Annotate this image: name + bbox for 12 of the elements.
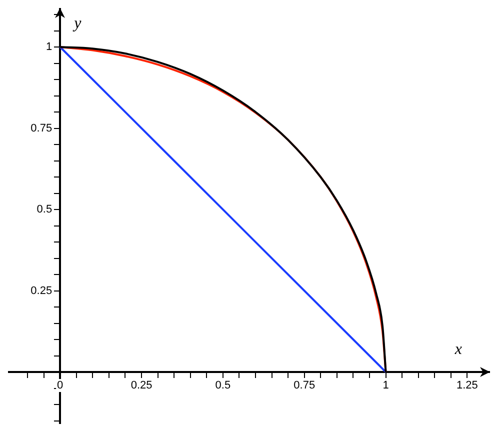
x-tick-label: 1 [382,380,389,392]
y-tick-label: 0.75 [30,122,52,134]
x-tick-label: 0.25 [130,380,152,392]
y-tick-label: 0.5 [36,204,52,216]
y-tick-label: 1 [46,41,52,54]
x-tick-label: 0.5 [215,380,231,392]
y-tick-label: 0.25 [30,284,52,297]
x-tick-label: 1.25 [456,380,478,392]
x-tick-label: 0.75 [294,380,316,392]
y-axis-title: y [72,15,82,32]
x-tick-label: 0 [57,380,64,392]
x-axis-title: x [454,341,462,358]
